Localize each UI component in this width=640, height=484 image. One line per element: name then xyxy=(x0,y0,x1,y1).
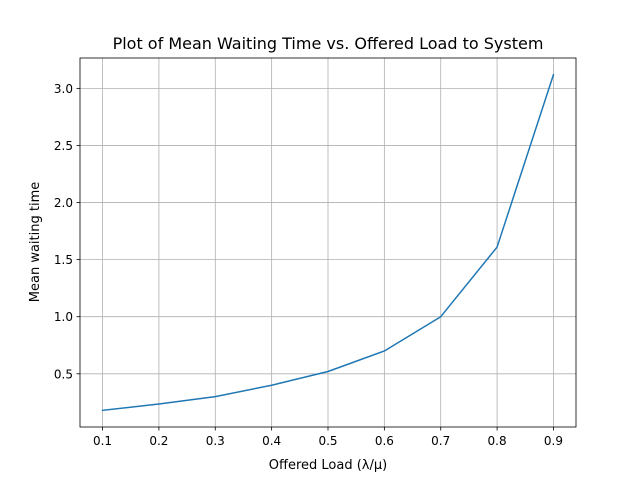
x-tick-label: 0.7 xyxy=(431,434,450,448)
y-tick-label: 1.0 xyxy=(54,310,73,324)
chart-title: Plot of Mean Waiting Time vs. Offered Lo… xyxy=(113,34,544,53)
x-tick-label: 0.3 xyxy=(206,434,225,448)
y-tick-label: 0.5 xyxy=(54,367,73,381)
x-tick-label: 0.5 xyxy=(318,434,337,448)
y-tick-label: 2.0 xyxy=(54,196,73,210)
x-tick-label: 0.2 xyxy=(149,434,168,448)
y-axis-label: Mean waiting time xyxy=(28,182,43,302)
y-tick-label: 1.5 xyxy=(54,253,73,267)
x-tick-label: 0.4 xyxy=(262,434,281,448)
y-tick-label: 3.0 xyxy=(54,82,73,96)
x-tick-label: 0.1 xyxy=(93,434,112,448)
x-tick-label: 0.6 xyxy=(375,434,394,448)
x-tick-label: 0.8 xyxy=(488,434,507,448)
y-tick-label: 2.5 xyxy=(54,139,73,153)
x-axis-label: Offered Load (λ/μ) xyxy=(269,458,387,473)
x-tick-label: 0.9 xyxy=(544,434,563,448)
